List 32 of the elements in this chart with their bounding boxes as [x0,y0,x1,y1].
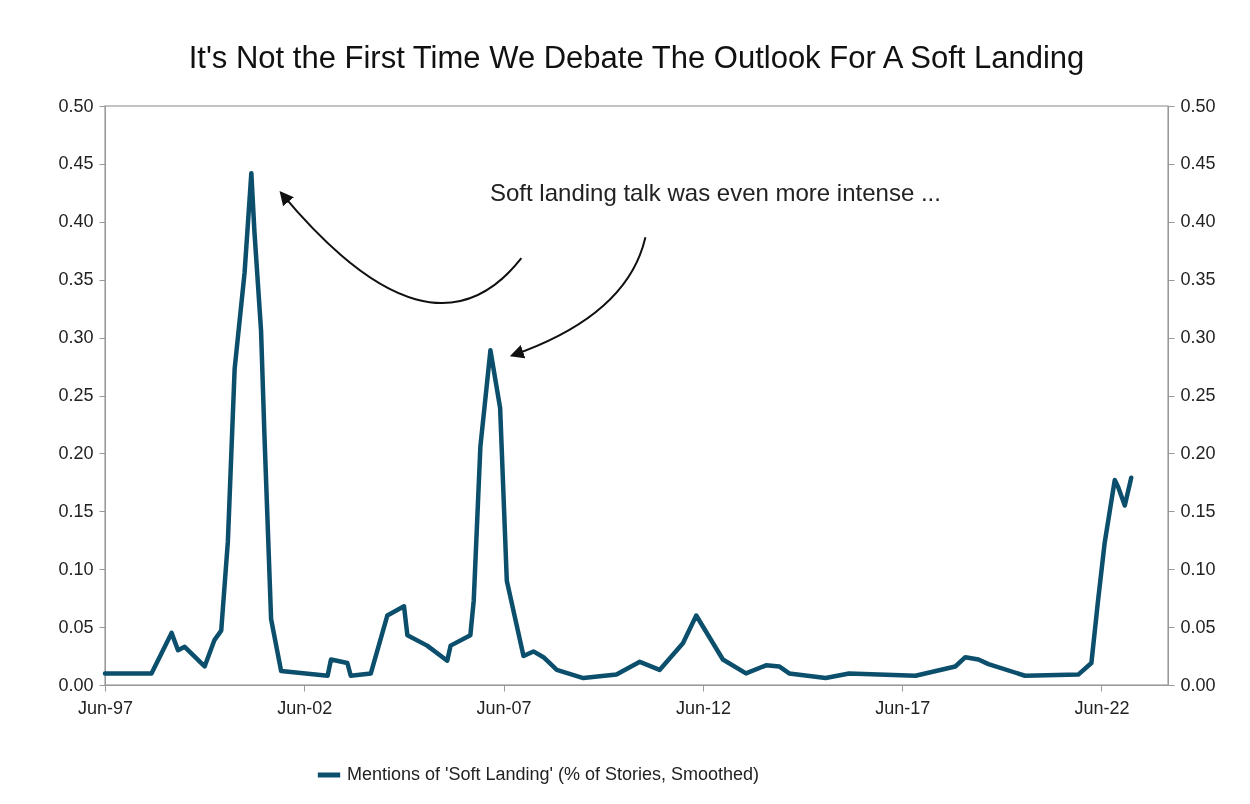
y-tick-label: 0.15 [58,500,94,521]
y-tick-label: 0.45 [58,153,94,174]
x-tick-label: Jun-07 [476,697,532,718]
y2-tick-label: 0.50 [1180,95,1216,116]
y2-tick-label: 0.00 [1180,674,1216,695]
y2-tick-label: 0.40 [1180,211,1216,232]
x-tick-label: Jun-02 [277,697,333,718]
y-tick-label: 0.30 [58,327,94,348]
x-tick-label: Jun-12 [675,697,731,718]
x-tick-label: Jun-22 [1074,697,1130,718]
y2-tick-label: 0.45 [1180,153,1216,174]
annotation: Soft landing talk was even more intense ... [490,179,941,206]
y2-tick-label: 0.35 [1180,269,1216,290]
x-tick-label: Jun-17 [875,697,931,718]
y2-tick-label: 0.25 [1180,385,1216,405]
y-tick-label: 0.25 [58,385,94,405]
line-series [102,170,1134,681]
y2-tick-label: 0.10 [1180,558,1216,579]
y2-tick-label: 0.05 [1180,616,1216,637]
y-tick-label: 0.05 [58,616,94,637]
y-tick-label: 0.50 [58,95,94,116]
y-tick-label: 0.00 [58,674,94,695]
y-tick-label: 0.10 [58,558,94,579]
y-tick-label: 0.40 [58,211,94,232]
y2-tick-label: 0.20 [1180,442,1216,463]
y2-tick-label: 0.15 [1180,500,1216,521]
y-tick-label: 0.35 [58,269,94,290]
y-tick-label: 0.20 [58,442,94,463]
y2-tick-label: 0.30 [1180,327,1216,348]
chart-title: It's Not the First Time We Debate The Outlook For A Soft Landing [188,40,1085,75]
legend-label: Mentions of 'Soft Landing' (% of Stories, Smoothed) [347,764,760,784]
x-tick-label: Jun-97 [77,697,134,718]
